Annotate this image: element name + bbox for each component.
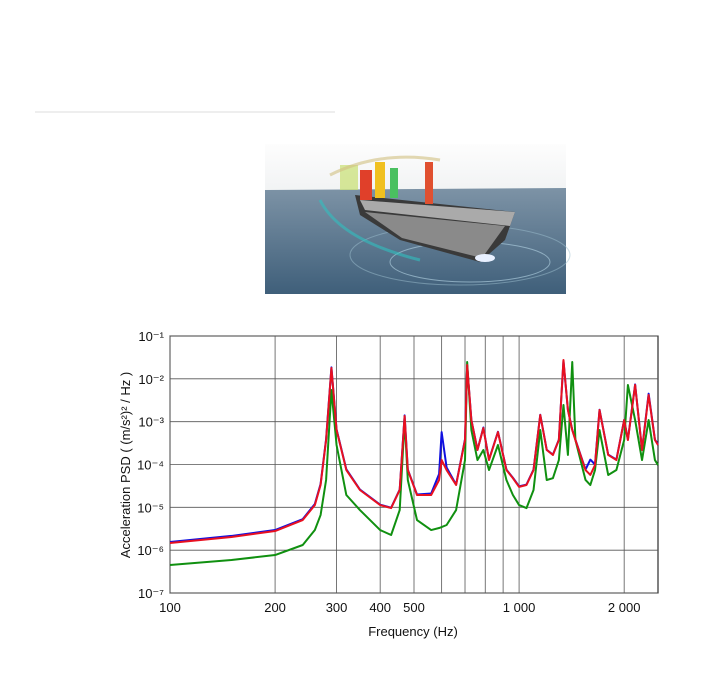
x-tick-label: 500: [403, 600, 425, 615]
y-tick-label: 10⁻⁶: [137, 543, 164, 558]
y-tick-label: 10⁻¹: [138, 329, 164, 344]
y-tick-label: 10⁻⁴: [137, 458, 164, 473]
y-tick-label: 10⁻²: [138, 372, 164, 387]
y-tick-label: 10⁻⁷: [138, 586, 164, 601]
ship-image: [265, 144, 571, 294]
series-line: [169, 361, 659, 567]
series-line: [169, 359, 659, 544]
y-tick-label: 10⁻³: [138, 415, 164, 430]
x-tick-label: 1 000: [503, 600, 536, 615]
y-tick-label: 10⁻⁵: [137, 500, 164, 515]
x-tick-label: 300: [326, 600, 348, 615]
x-tick-label: 2 000: [608, 600, 641, 615]
x-axis-label: Frequency (Hz): [368, 624, 458, 639]
y-axis-label: Acceleration PSD ( (m/s²)² / Hz ): [118, 372, 133, 558]
x-tick-label: 100: [159, 600, 181, 615]
x-tick-label: 200: [264, 600, 286, 615]
x-tick-label: 400: [369, 600, 391, 615]
